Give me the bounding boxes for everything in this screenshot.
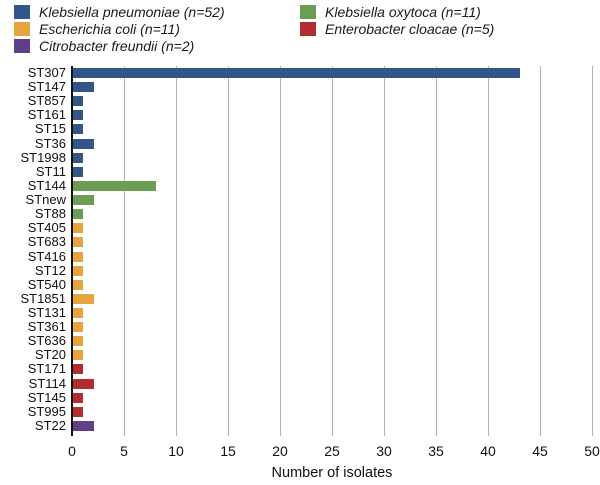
x-tick-label: 50 bbox=[584, 443, 600, 459]
y-tick-label: ST36 bbox=[34, 135, 66, 151]
gridline bbox=[435, 66, 437, 436]
bar-ST22 bbox=[73, 420, 94, 431]
bar-ST36 bbox=[73, 138, 94, 149]
gridline bbox=[591, 66, 593, 436]
y-tick-label: ST22 bbox=[34, 417, 66, 433]
legend-swatch-enterobacter-cloacae bbox=[300, 21, 316, 36]
y-tick-label: ST114 bbox=[28, 375, 66, 391]
y-tick-label: ST11 bbox=[35, 163, 66, 179]
gridline bbox=[175, 66, 177, 436]
bar-ST995 bbox=[73, 406, 84, 417]
bar-ST683 bbox=[73, 237, 84, 248]
bar-ST361 bbox=[73, 322, 84, 333]
legend: Klebsiella pneumoniae (n=52) Escherichia… bbox=[14, 3, 494, 54]
bar-ST171 bbox=[73, 364, 84, 375]
x-axis-title: Number of isolates bbox=[271, 465, 393, 481]
legend-label: Escherichia coli (n=11) bbox=[39, 20, 180, 37]
y-tick-label: ST15 bbox=[34, 121, 66, 137]
gridline bbox=[279, 66, 281, 436]
x-tick-label: 20 bbox=[272, 443, 288, 459]
gridline bbox=[227, 66, 229, 436]
bar-STnew bbox=[73, 195, 94, 206]
legend-item-enterobacter-cloacae: Enterobacter cloacae (n=5) bbox=[300, 20, 494, 37]
bar-ST88 bbox=[73, 209, 84, 220]
bar-ST405 bbox=[73, 223, 84, 234]
y-tick-label: ST683 bbox=[27, 234, 66, 250]
gridline bbox=[331, 66, 333, 436]
y-tick-label: ST361 bbox=[27, 319, 66, 335]
legend-item-citrobacter-freundii: Citrobacter freundii (n=2) bbox=[14, 37, 300, 54]
legend-swatch-escherichia-coli bbox=[14, 21, 30, 36]
bar-ST1851 bbox=[73, 293, 94, 304]
x-tick-label: 10 bbox=[168, 443, 184, 459]
legend-label: Klebsiella oxytoca (n=11) bbox=[325, 3, 481, 20]
y-tick-label: ST1851 bbox=[20, 290, 66, 306]
y-tick-label: ST636 bbox=[27, 333, 66, 349]
y-tick-label: ST147 bbox=[27, 79, 66, 95]
x-tick-label: 5 bbox=[120, 443, 128, 459]
y-tick-label: ST416 bbox=[27, 248, 66, 264]
legend-label: Citrobacter freundii (n=2) bbox=[39, 37, 195, 54]
x-tick-label: 30 bbox=[376, 443, 392, 459]
bar-ST857 bbox=[73, 96, 84, 107]
gridline bbox=[539, 66, 541, 436]
gridline bbox=[123, 66, 125, 436]
bar-ST144 bbox=[73, 180, 157, 191]
x-tick-label: 25 bbox=[324, 443, 340, 459]
gridline bbox=[383, 66, 385, 436]
y-tick-label: ST161 bbox=[27, 107, 66, 123]
legend-swatch-klebsiella-oxytoca bbox=[300, 4, 316, 19]
bar-ST15 bbox=[73, 124, 84, 135]
y-tick-label: ST12 bbox=[34, 262, 66, 278]
legend-item-escherichia-coli: Escherichia coli (n=11) bbox=[14, 20, 300, 37]
x-tick-label: 35 bbox=[428, 443, 444, 459]
y-axis-line bbox=[71, 66, 73, 436]
y-tick-label: ST88 bbox=[34, 206, 66, 222]
y-tick-label: ST540 bbox=[27, 276, 66, 292]
bar-ST114 bbox=[73, 378, 94, 389]
y-tick-label: ST1998 bbox=[20, 149, 66, 165]
y-tick-label: ST307 bbox=[27, 65, 66, 80]
y-tick-label: ST144 bbox=[27, 177, 66, 193]
legend-item-klebsiella-pneumoniae: Klebsiella pneumoniae (n=52) bbox=[14, 3, 300, 20]
legend-item-klebsiella-oxytoca: Klebsiella oxytoca (n=11) bbox=[300, 3, 494, 20]
bar-ST161 bbox=[73, 110, 84, 121]
bar-ST147 bbox=[73, 82, 94, 93]
bar-ST416 bbox=[73, 251, 84, 262]
bar-ST20 bbox=[73, 350, 84, 361]
legend-swatch-klebsiella-pneumoniae bbox=[14, 4, 30, 19]
gridline bbox=[487, 66, 489, 436]
x-tick-label: 40 bbox=[480, 443, 496, 459]
y-tick-label: ST171 bbox=[27, 361, 66, 377]
legend-swatch-citrobacter-freundii bbox=[14, 38, 30, 53]
bar-ST131 bbox=[73, 307, 84, 318]
y-tick-label: ST857 bbox=[27, 93, 66, 109]
y-tick-label: ST20 bbox=[34, 347, 66, 363]
legend-label: Enterobacter cloacae (n=5) bbox=[325, 20, 495, 37]
x-tick-label: 15 bbox=[220, 443, 236, 459]
legend-label: Klebsiella pneumoniae (n=52) bbox=[39, 3, 225, 20]
bar-ST1998 bbox=[73, 152, 84, 163]
bar-ST307 bbox=[73, 68, 521, 78]
bar-ST12 bbox=[73, 265, 84, 276]
x-tick-label: 45 bbox=[532, 443, 548, 459]
y-tick-label: STnew bbox=[25, 192, 66, 208]
y-tick-label: ST131 bbox=[27, 304, 66, 320]
bar-ST145 bbox=[73, 392, 84, 403]
y-tick-label: ST995 bbox=[27, 403, 66, 419]
x-tick-label: 0 bbox=[68, 443, 76, 459]
bar-ST540 bbox=[73, 279, 84, 290]
y-tick-label: ST145 bbox=[27, 389, 66, 405]
bar-ST636 bbox=[73, 336, 84, 347]
y-tick-label: ST405 bbox=[27, 220, 66, 236]
bar-ST11 bbox=[73, 166, 84, 177]
